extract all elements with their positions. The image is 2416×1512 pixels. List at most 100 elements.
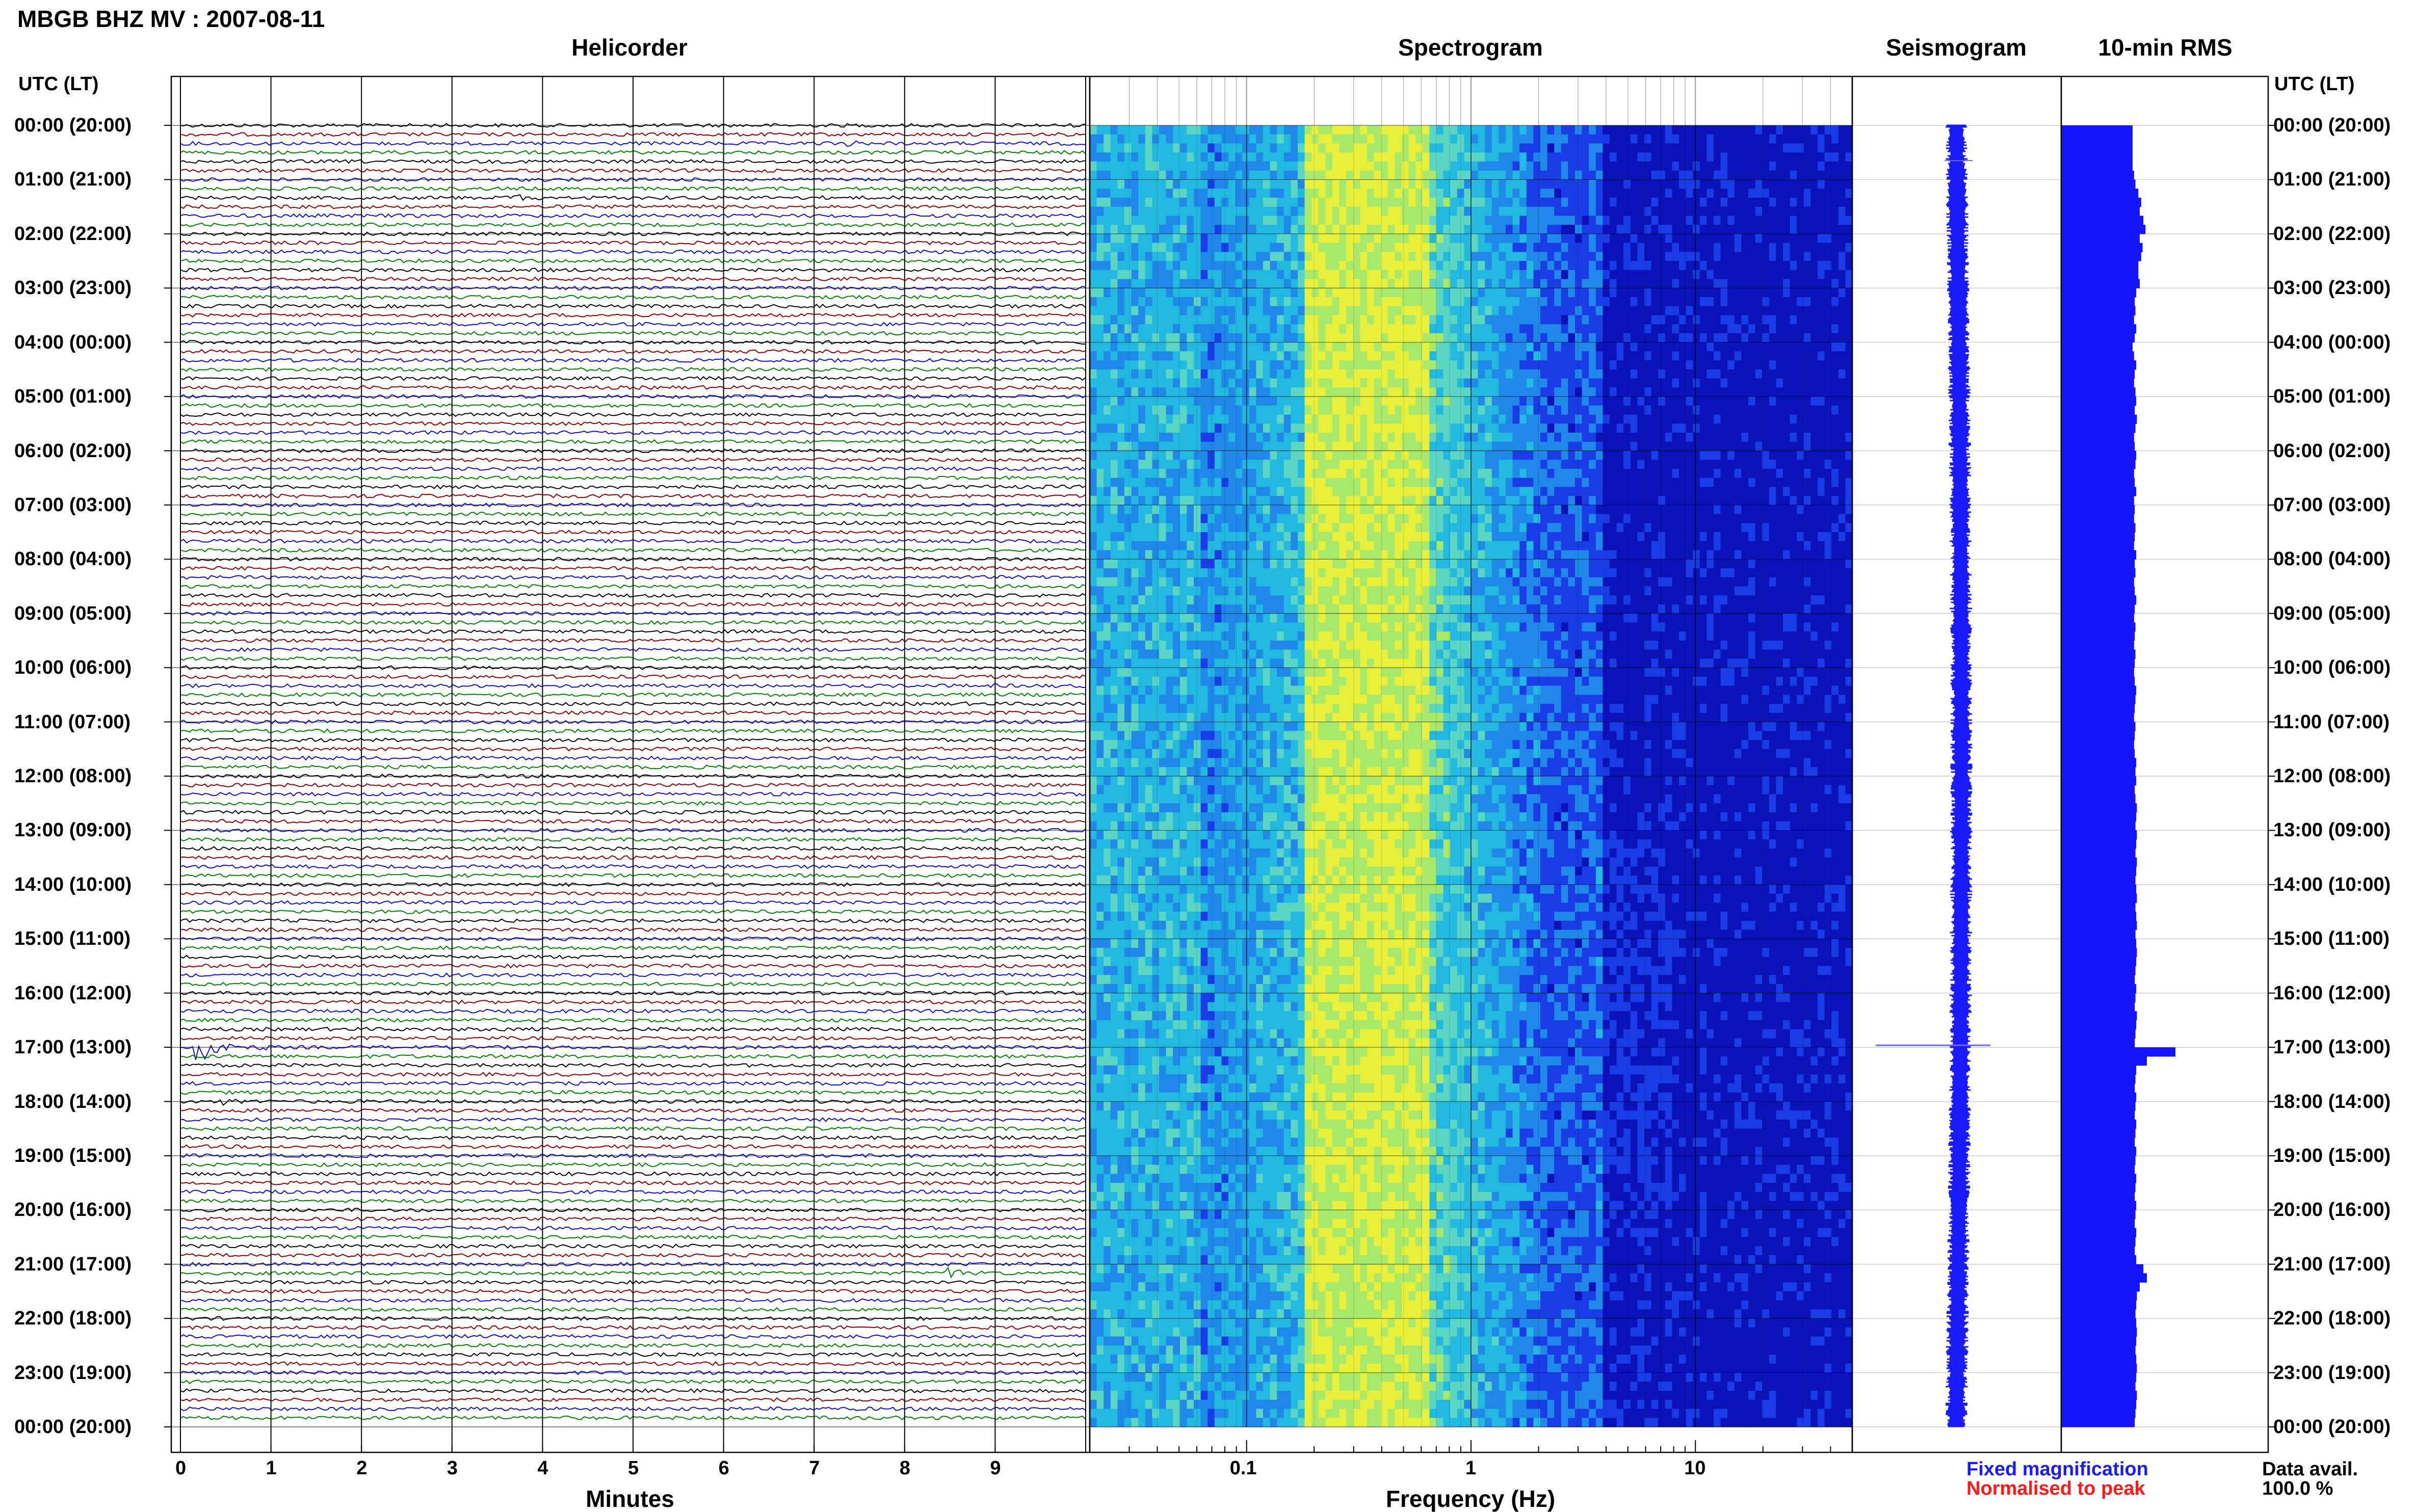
spectrogram-cell xyxy=(1325,360,1332,369)
spectrogram-cell xyxy=(1554,423,1561,433)
spectrogram-cell xyxy=(1325,279,1332,288)
spectrogram-cell xyxy=(1839,144,1846,153)
spectrogram-cell xyxy=(1319,342,1326,352)
spectrogram-cell xyxy=(1207,406,1215,415)
spectrogram-cell xyxy=(1340,406,1347,415)
spectrogram-cell xyxy=(1735,261,1742,270)
spectrogram-cell xyxy=(1513,478,1520,487)
spectrogram-cell xyxy=(1492,315,1499,325)
spectrogram-cell xyxy=(1346,279,1353,288)
spectrogram-cell xyxy=(1395,171,1402,180)
spectrogram-cell xyxy=(1818,179,1825,189)
spectrogram-cell xyxy=(1194,270,1201,279)
spectrogram-cell xyxy=(1402,505,1409,514)
spectrogram-cell xyxy=(1381,162,1388,171)
spectrogram-cell xyxy=(1831,396,1839,406)
spectrogram-cell xyxy=(1145,360,1152,369)
spectrogram-cell xyxy=(1741,162,1748,171)
spectrogram-cell xyxy=(1478,179,1485,189)
spectrogram-cell xyxy=(1443,451,1451,460)
spectrogram-cell xyxy=(1686,207,1693,216)
spectrogram-cell xyxy=(1159,144,1166,153)
spectrogram-cell xyxy=(1658,360,1665,369)
spectrogram-cell xyxy=(1623,225,1631,234)
spectrogram-cell xyxy=(1270,460,1277,469)
spectrogram-cell xyxy=(1228,442,1236,451)
spectrogram-cell xyxy=(1721,162,1728,171)
spectrogram-cell xyxy=(1686,324,1693,333)
spectrogram-cell xyxy=(1090,451,1097,460)
spectrogram-cell xyxy=(1686,342,1693,352)
spectrogram-cell xyxy=(1651,379,1659,388)
spectrogram-cell xyxy=(1506,297,1513,306)
spectrogram-cell xyxy=(1332,342,1340,352)
spectrogram-cell xyxy=(1527,216,1534,225)
spectrogram-cell xyxy=(1492,279,1499,288)
spectrogram-cell xyxy=(1762,496,1769,505)
spectrogram-cell xyxy=(1415,315,1423,325)
spectrogram-cell xyxy=(1810,505,1818,514)
spectrogram-cell xyxy=(1325,415,1332,424)
spectrogram-cell xyxy=(1429,171,1436,180)
spectrogram-cell xyxy=(1603,152,1610,162)
spectrogram-cell xyxy=(1631,125,1638,135)
spectrogram-cell xyxy=(1138,270,1145,279)
spectrogram-cell xyxy=(1797,342,1804,352)
spectrogram-cell xyxy=(1097,451,1104,460)
spectrogram-cell xyxy=(1340,487,1347,496)
spectrogram-cell xyxy=(1228,487,1236,496)
spectrogram-cell xyxy=(1152,125,1159,135)
spectrogram-cell xyxy=(1631,225,1638,234)
spectrogram-cell xyxy=(1207,207,1215,216)
spectrogram-cell xyxy=(1090,478,1097,487)
spectrogram-cell xyxy=(1533,460,1540,469)
spectrogram-cell xyxy=(1187,487,1194,496)
spectrogram-cell xyxy=(1603,478,1610,487)
spectrogram-cell xyxy=(1284,315,1291,325)
spectrogram-cell xyxy=(1145,387,1152,396)
spectrogram-cell xyxy=(1672,387,1679,396)
spectrogram-cell xyxy=(1429,369,1436,379)
spectrogram-cell xyxy=(1727,324,1735,333)
spectrogram-cell xyxy=(1485,162,1492,171)
spectrogram-cell xyxy=(1540,279,1547,288)
spectrogram-cell xyxy=(1104,135,1111,144)
spectrogram-cell xyxy=(1651,369,1659,379)
spectrogram-cell xyxy=(1166,505,1173,514)
spectrogram-cell xyxy=(1201,342,1208,352)
spectrogram-cell xyxy=(1450,225,1457,234)
spectrogram-cell xyxy=(1693,315,1700,325)
spectrogram-cell xyxy=(1762,396,1769,406)
spectrogram-cell xyxy=(1547,306,1555,315)
spectrogram-cell xyxy=(1436,189,1443,198)
spectrogram-cell xyxy=(1727,216,1735,225)
spectrogram-cell xyxy=(1513,333,1520,342)
spectrogram-cell xyxy=(1388,387,1395,396)
spectrogram-cell xyxy=(1159,152,1166,162)
spectrogram-cell xyxy=(1097,396,1104,406)
spectrogram-cell xyxy=(1700,261,1707,270)
spectrogram-cell xyxy=(1319,270,1326,279)
spectrogram-cell xyxy=(1145,198,1152,207)
spectrogram-cell xyxy=(1117,189,1124,198)
spectrogram-cell xyxy=(1845,396,1852,406)
spectrogram-cell xyxy=(1825,179,1832,189)
spectrogram-cell xyxy=(1117,324,1124,333)
spectrogram-cell xyxy=(1353,324,1360,333)
spectrogram-cell xyxy=(1395,360,1402,369)
spectrogram-cell xyxy=(1374,243,1381,252)
spectrogram-cell xyxy=(1845,125,1852,135)
spectrogram-cell xyxy=(1575,406,1582,415)
spectrogram-cell xyxy=(1215,451,1222,460)
spectrogram-cell xyxy=(1519,315,1527,325)
spectrogram-cell xyxy=(1637,387,1644,396)
spectrogram-cell xyxy=(1769,478,1776,487)
spectrogram-cell xyxy=(1519,135,1527,144)
spectrogram-cell xyxy=(1104,451,1111,460)
spectrogram-cell xyxy=(1228,315,1236,325)
spectrogram-cell xyxy=(1818,135,1825,144)
spectrogram-cell xyxy=(1221,442,1228,451)
spectrogram-cell xyxy=(1346,415,1353,424)
spectrogram-cell xyxy=(1228,198,1236,207)
spectrogram-cell xyxy=(1409,369,1416,379)
